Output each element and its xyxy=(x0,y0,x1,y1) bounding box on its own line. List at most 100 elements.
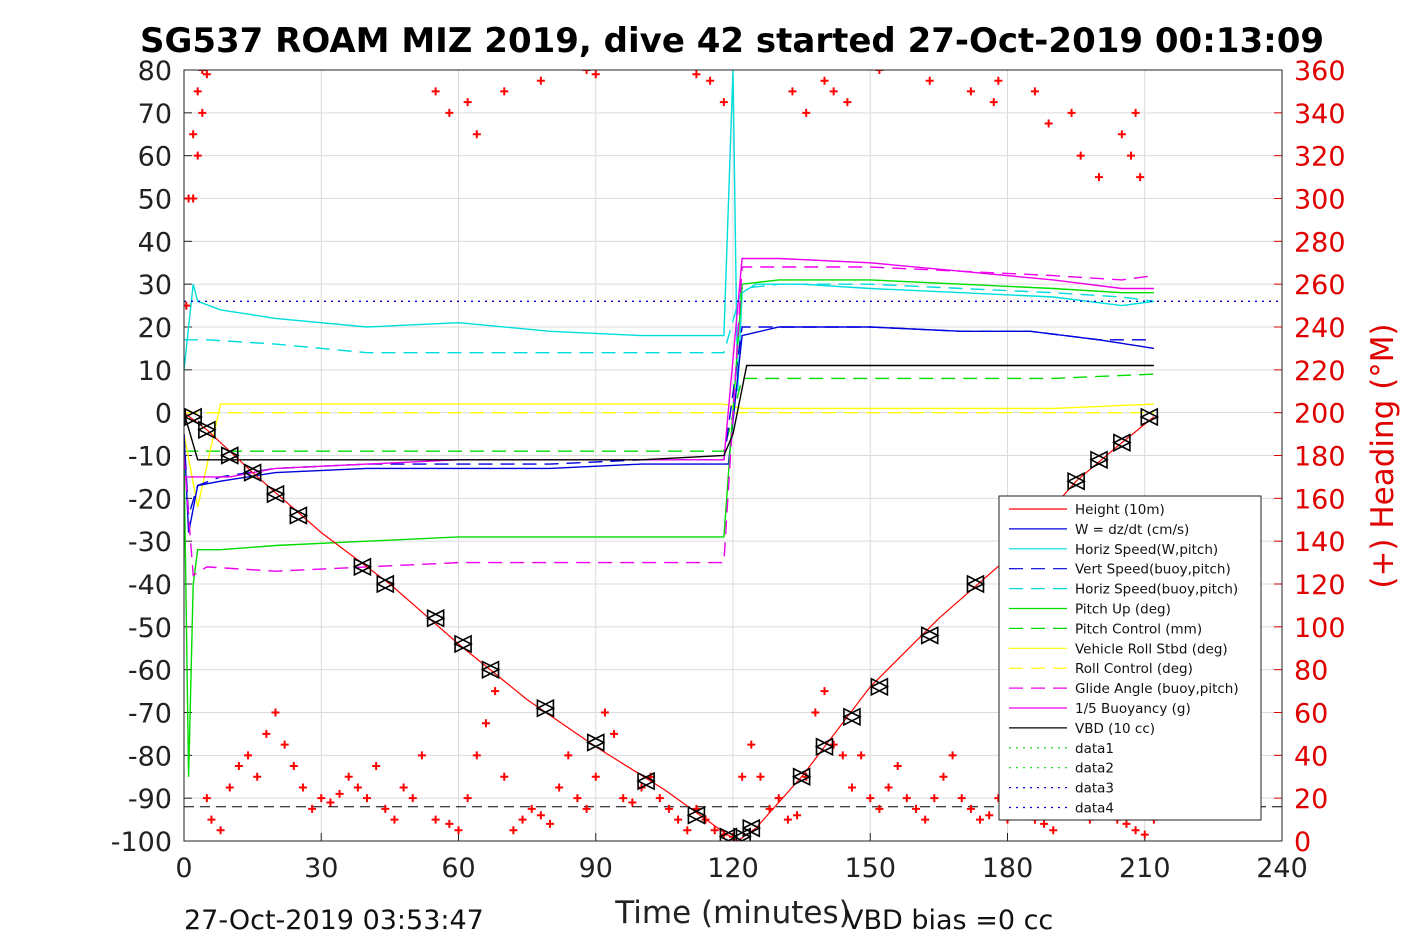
heading-point xyxy=(738,772,747,781)
x-tick-label: 0 xyxy=(175,853,192,884)
heading-point xyxy=(811,708,820,717)
heading-point xyxy=(381,804,390,813)
series-vehicle-roll-stbd-deg xyxy=(184,403,1154,508)
heading-point xyxy=(820,76,829,85)
heading-point xyxy=(989,98,998,107)
dive-marker xyxy=(636,771,656,791)
heading-point xyxy=(884,783,893,792)
heading-point xyxy=(619,794,628,803)
y-right-tick-label: 0 xyxy=(1294,827,1311,858)
y-axis-right-label: (+) Heading (°M) xyxy=(1365,323,1401,588)
heading-point xyxy=(234,762,243,771)
legend-label: Glide Angle (buoy,pitch) xyxy=(1075,681,1239,697)
heading-point xyxy=(189,130,198,139)
y-tick-label: -90 xyxy=(128,784,172,815)
legend-label: 1/5 Buoyancy (g) xyxy=(1075,701,1191,717)
ticks: 0 30 60 90 120 150 180 210 24080706050403020100-… xyxy=(111,56,1346,884)
y-right-tick-label: 180 xyxy=(1294,442,1346,473)
series-horiz-speed-w-pitch xyxy=(184,70,1154,392)
heading-point xyxy=(431,87,440,96)
y-right-tick-label: 260 xyxy=(1294,270,1346,301)
heading-point xyxy=(390,815,399,824)
dive-marker xyxy=(585,733,606,752)
series-w-dz-dt-cm-s xyxy=(184,326,1155,533)
x-tick-label: 120 xyxy=(707,853,759,884)
y-tick-label: 40 xyxy=(138,227,172,258)
y-tick-label: 80 xyxy=(138,56,172,87)
y-right-tick-label: 80 xyxy=(1294,656,1328,687)
heading-point xyxy=(1127,151,1136,160)
heading-point xyxy=(1067,108,1076,117)
heading-point xyxy=(372,762,381,771)
heading-point xyxy=(857,751,866,760)
heading-point xyxy=(683,826,692,835)
x-tick-label: 30 xyxy=(304,853,338,884)
dive-marker xyxy=(184,407,203,427)
y-tick-label: -30 xyxy=(128,527,172,558)
heading-point xyxy=(326,798,335,807)
dive-marker xyxy=(869,677,890,697)
heading-point xyxy=(788,87,797,96)
heading-point xyxy=(765,804,774,813)
x-tick-label: 180 xyxy=(982,853,1034,884)
y-right-tick-label: 140 xyxy=(1294,527,1346,558)
heading-point xyxy=(189,194,198,203)
heading-point xyxy=(939,772,948,781)
heading-point xyxy=(610,729,619,738)
legend: Height (10m) W = dz/dt (cm/s) Horiz Speed(… xyxy=(998,495,1262,821)
heading-point xyxy=(793,811,802,820)
heading-point xyxy=(536,76,545,85)
heading-point xyxy=(925,76,934,85)
legend-label: Pitch Up (deg) xyxy=(1075,602,1171,618)
heading-point xyxy=(417,751,426,760)
heading-point xyxy=(207,815,216,824)
y-right-tick-label: 120 xyxy=(1294,570,1346,601)
heading-point xyxy=(957,794,966,803)
series-pitch-up-deg xyxy=(184,279,1154,777)
heading-point xyxy=(701,815,710,824)
heading-point xyxy=(289,762,298,771)
y-tick-label: -100 xyxy=(111,827,172,858)
y-right-tick-label: 220 xyxy=(1294,356,1346,387)
legend-label: Pitch Control (mm) xyxy=(1075,621,1202,637)
y-tick-label: -10 xyxy=(128,442,172,473)
y-tick-label: -20 xyxy=(128,484,172,515)
x-tick-label: 150 xyxy=(844,853,896,884)
heading-point xyxy=(472,130,481,139)
heading-point xyxy=(706,76,715,85)
heading-point xyxy=(253,772,262,781)
heading-point xyxy=(225,783,234,792)
heading-point xyxy=(408,794,417,803)
heading-point xyxy=(353,783,362,792)
dive-marker xyxy=(1112,433,1132,452)
heading-point xyxy=(774,794,783,803)
heading-point xyxy=(536,811,545,820)
y-right-tick-label: 300 xyxy=(1294,185,1346,216)
y-tick-label: 50 xyxy=(138,185,172,216)
heading-point xyxy=(262,729,271,738)
dive-marker xyxy=(919,626,940,645)
heading-point xyxy=(363,794,371,803)
heading-point xyxy=(280,740,289,749)
heading-point xyxy=(674,815,683,824)
heading-point xyxy=(756,772,765,781)
heading-point xyxy=(198,70,207,74)
y-right-tick-label: 320 xyxy=(1294,142,1346,173)
y-tick-label: 20 xyxy=(138,313,172,344)
heading-point xyxy=(271,708,280,717)
heading-point xyxy=(1040,819,1049,828)
heading-point xyxy=(445,108,454,117)
heading-point xyxy=(820,687,829,696)
heading-point xyxy=(1131,108,1140,117)
legend-label: data4 xyxy=(1075,801,1114,817)
legend-label: data1 xyxy=(1075,741,1114,757)
y-right-tick-label: 20 xyxy=(1294,784,1328,815)
legend-label: VBD (10 cc) xyxy=(1075,721,1155,737)
dive-marker xyxy=(242,463,263,482)
y-right-tick-label: 60 xyxy=(1294,699,1328,730)
heading-point xyxy=(193,151,202,160)
heading-point xyxy=(802,108,811,117)
legend-label: Vert Speed(buoy,pitch) xyxy=(1075,562,1231,578)
heading-point xyxy=(500,772,509,781)
heading-point xyxy=(948,751,957,760)
